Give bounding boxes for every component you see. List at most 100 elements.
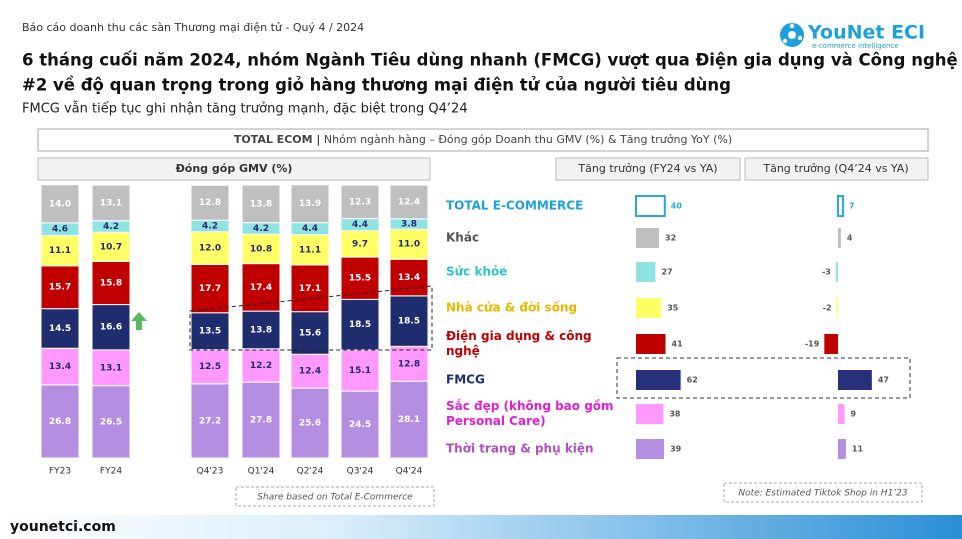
bar-segment: [389, 380, 429, 459]
bar: [837, 195, 845, 217]
logo: YouNet ECI e-commerce intelligence: [780, 22, 925, 50]
value-label: 13.4: [398, 273, 420, 283]
value-label: 11.0: [398, 240, 420, 250]
chart-header: [744, 157, 929, 181]
value-label: 17.1: [299, 284, 321, 294]
chart-title: Tăng trưởng (Q4’24 vs YA): [762, 162, 908, 175]
bar-segment: [290, 353, 330, 389]
value-label: 26.8: [49, 417, 71, 427]
chart-title: Tăng trưởng (FY24 vs YA): [577, 162, 717, 175]
bar: [838, 370, 872, 390]
brand: YouNet ECI: [807, 22, 925, 44]
panel-header: [37, 128, 929, 152]
value-label: 15.6: [299, 328, 321, 338]
footer-band: [0, 515, 962, 539]
value-label: 14.0: [49, 199, 71, 209]
bar-segment: [290, 234, 330, 266]
bar-segment: [290, 311, 330, 355]
highlight-box: [189, 285, 433, 351]
value-label: 12.2: [250, 361, 272, 371]
value-label: -2: [823, 304, 832, 313]
value-label: 16.6: [100, 323, 122, 333]
chart-header: [37, 157, 431, 181]
value-label: 24.5: [349, 420, 371, 430]
value-label: 27.2: [199, 416, 221, 426]
title-line: 6 tháng cuối năm 2024, nhóm Ngành Tiêu d…: [22, 51, 962, 70]
value-label: 12.0: [199, 244, 221, 254]
value-label: 47: [878, 376, 889, 385]
value-label: 18.5: [349, 320, 371, 330]
category-label: Sắc đẹp (không bao gồm Personal Care): [446, 399, 614, 428]
panel-title-bold: TOTAL ECOM |: [234, 133, 321, 146]
value-label: 25.6: [299, 419, 321, 429]
value-label: 9: [850, 410, 856, 419]
value-label: 13.4: [49, 362, 71, 372]
bar: [836, 298, 838, 318]
bar: [636, 370, 681, 390]
value-label: 28.1: [398, 415, 420, 425]
bar-segment: [241, 310, 281, 350]
category-label: Khác: [446, 230, 480, 245]
value-label: 17.7: [199, 284, 221, 294]
bar-segment: [91, 304, 131, 351]
bar-segment: [40, 384, 80, 459]
bar: [838, 228, 841, 248]
bar-segment: [389, 184, 429, 220]
value-label: 15.5: [349, 274, 371, 284]
value-label: 13.9: [299, 199, 321, 209]
subtitle: FMCG vẫn tiếp tục ghi nhận tăng trưởng m…: [22, 102, 468, 117]
bar-segment: [340, 349, 380, 392]
bar: [636, 334, 666, 354]
value-label: 39: [670, 445, 682, 454]
value-label: 35: [667, 304, 679, 313]
bar: [838, 404, 845, 424]
note-box: [723, 482, 923, 503]
bar: [636, 439, 665, 459]
value-label: 12.8: [199, 198, 221, 208]
note-box: [235, 486, 435, 507]
x-tick-label: Q3'24: [347, 467, 374, 477]
note: Note: Estimated Tiktok Shop in H1’23: [738, 489, 907, 499]
value-label: 13.8: [250, 325, 272, 335]
category-label: Sức khỏe: [446, 264, 508, 279]
value-label: 4.2: [253, 224, 269, 234]
bar-segment: [340, 390, 380, 459]
value-label: 13.5: [199, 327, 221, 337]
bar-segment: [290, 184, 330, 224]
bar-segment: [40, 265, 80, 310]
bar-segment: [241, 348, 281, 383]
value-label: 13.1: [100, 198, 122, 208]
value-label: 13.1: [100, 363, 122, 373]
bar-segment: [40, 235, 80, 267]
bar: [636, 298, 662, 318]
value-label: 7: [849, 202, 855, 211]
value-label: 11.1: [299, 245, 321, 255]
report-label: Báo cáo doanh thu các sàn Thương mại điệ…: [22, 21, 364, 34]
bar-segment: [40, 347, 80, 386]
bar-segment: [389, 295, 429, 347]
x-tick-label: Q4'24: [396, 467, 423, 477]
value-label: 3.8: [401, 220, 417, 230]
value-label: 12.4: [398, 197, 420, 207]
chart-title: Đóng góp GMV (%): [176, 162, 293, 175]
value-label: 4.2: [202, 221, 218, 231]
bar-segment: [40, 184, 80, 224]
value-label: 40: [671, 202, 683, 211]
value-label: 12.4: [299, 367, 321, 377]
value-label: 62: [687, 376, 698, 385]
bar-segment: [340, 230, 380, 258]
footer-url: younetci.com: [10, 519, 116, 535]
chart-header: [555, 157, 741, 181]
value-label: 17.4: [250, 283, 272, 293]
value-label: 4: [847, 234, 853, 243]
value-label: 15.1: [349, 366, 371, 376]
highlight-box: [616, 357, 911, 399]
value-label: 10.7: [100, 242, 122, 252]
value-label: 41: [672, 340, 684, 349]
bar: [635, 195, 666, 217]
value-label: -19: [805, 340, 820, 349]
value-label: 27.8: [250, 416, 272, 426]
value-label: 9.7: [352, 239, 368, 249]
x-tick-label: Q2'24: [297, 467, 324, 477]
value-label: 26.5: [100, 417, 122, 427]
